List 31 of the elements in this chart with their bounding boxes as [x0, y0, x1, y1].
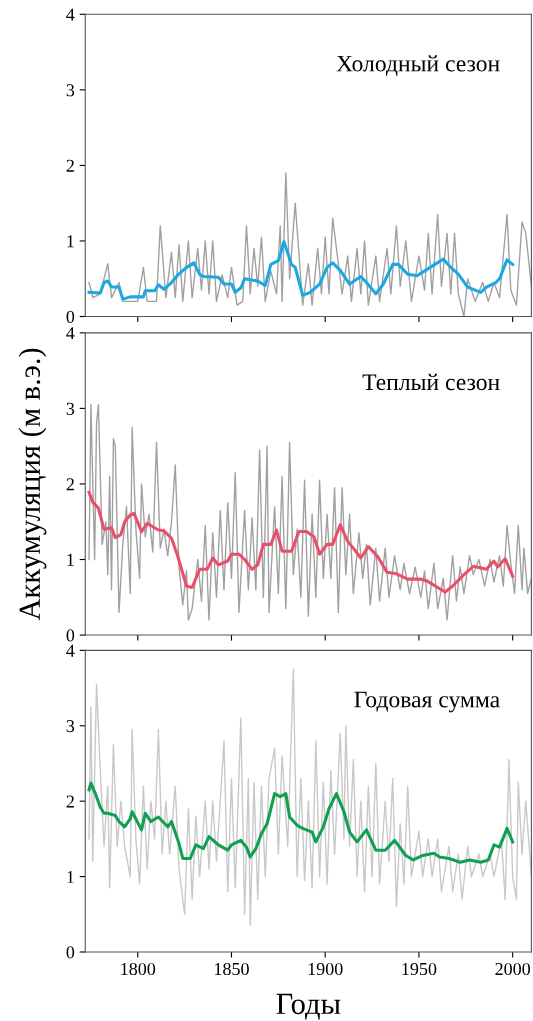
y-tick-label: 1 — [67, 870, 74, 883]
x-tick-label: 1950 — [402, 962, 437, 976]
y-tick-label: 3 — [66, 402, 75, 415]
y-axis-title: Аккумуляция (м в.э.) — [18, 348, 47, 621]
line-series — [88, 403, 532, 621]
y-tick-label: 0 — [66, 946, 75, 959]
y-tick-label: 3 — [66, 84, 75, 97]
x-axis-title: Годы — [276, 993, 341, 1020]
line-series — [87, 240, 515, 301]
y-tick-label: 0 — [66, 629, 75, 642]
y-tick-label: 2 — [66, 478, 74, 491]
y-tick-label: 2 — [66, 159, 74, 172]
y-tick-label: 3 — [66, 720, 75, 733]
line-series — [88, 668, 532, 927]
text: Холодный сезон — [336, 55, 500, 76]
y-tick-label: 4 — [66, 644, 75, 657]
text: Годовая сумма — [354, 691, 500, 713]
x-tick-label: 1800 — [121, 962, 156, 976]
y-tick-label: 2 — [66, 795, 74, 808]
line-series — [87, 490, 515, 594]
line-series — [87, 781, 515, 864]
x-tick-label: 1900 — [308, 962, 343, 976]
text: Теплый сезон — [362, 373, 500, 391]
y-tick-label: 4 — [66, 8, 75, 21]
y-tick-label: 1 — [67, 553, 74, 566]
x-tick-label: 2000 — [495, 962, 531, 976]
y-tick-label: 1 — [67, 235, 74, 248]
line-series — [88, 172, 532, 317]
x-tick-label: 1850 — [215, 962, 249, 976]
y-tick-label: 0 — [66, 310, 75, 323]
y-tick-label: 4 — [66, 327, 75, 340]
